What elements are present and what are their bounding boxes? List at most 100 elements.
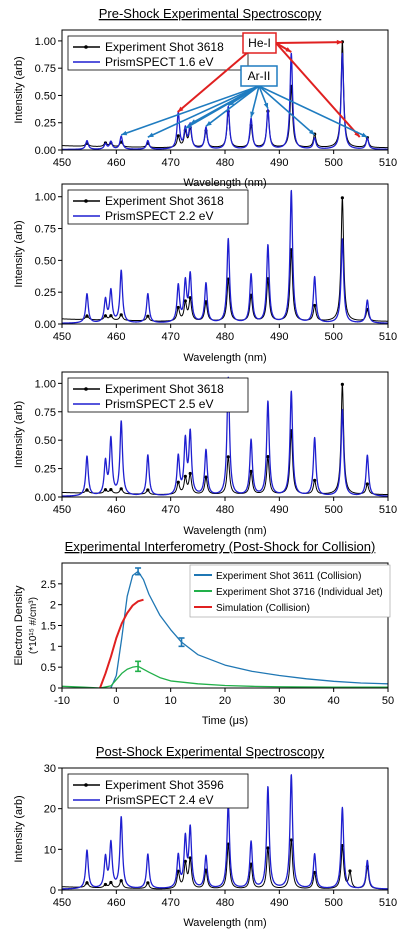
legend-label: Experiment Shot 3618 <box>105 194 224 208</box>
annotation-label: Ar-II <box>248 69 271 83</box>
data-point <box>119 879 123 883</box>
data-point <box>103 488 108 492</box>
annotation-arrowhead <box>361 132 368 138</box>
annotation-arrowhead <box>354 131 360 138</box>
y-axis-label: Intensity (arb) <box>13 220 25 287</box>
y-tick-label: 0.5 <box>41 662 56 674</box>
annotation-arrow <box>275 42 361 138</box>
y-tick-label: 1.00 <box>35 192 56 204</box>
data-point <box>313 870 317 875</box>
plot-frame <box>61 562 389 689</box>
x-tick-label: 480 <box>216 504 234 516</box>
x-tick-label: 450 <box>53 157 71 169</box>
x-tick-label: 510 <box>379 504 397 516</box>
x-tick-label: 510 <box>379 897 397 909</box>
y-tick-label: 0.50 <box>35 435 56 447</box>
series-line-3 <box>99 598 144 688</box>
annotation-arrow <box>227 85 260 107</box>
data-point <box>183 474 187 479</box>
annotation-label: He-I <box>248 36 271 50</box>
x-axis-label: Wavelength (nm) <box>183 525 266 537</box>
y-tick-label: 1.00 <box>35 36 56 48</box>
annotation-arrowhead <box>250 111 255 118</box>
series-line-2 <box>62 376 388 497</box>
y-tick-label: 0.75 <box>35 407 56 419</box>
plot-frame <box>61 767 389 891</box>
y-tick-label: 0.50 <box>35 255 56 267</box>
x-tick-label: 450 <box>53 897 71 909</box>
x-tick-label: -10 <box>54 695 70 707</box>
y-tick-label: 0.00 <box>35 145 56 157</box>
x-tick-label: 480 <box>216 157 234 169</box>
data-point <box>188 296 192 300</box>
legend-box <box>189 564 391 618</box>
data-point <box>188 856 192 860</box>
y-tick-label: 1.00 <box>35 378 56 390</box>
y-axis-label-units: (*10¹⁵ #/cm³) <box>28 597 39 654</box>
legend-label: Experiment Shot 3596 <box>105 778 224 792</box>
data-point <box>176 134 180 138</box>
annotation-arrow <box>177 52 248 113</box>
annotation-arrowhead <box>263 102 269 109</box>
y-tick-label: 1 <box>50 641 56 653</box>
y-axis-label: Electron Density <box>13 585 25 666</box>
data-point <box>266 455 270 459</box>
x-tick-label: 500 <box>324 504 342 516</box>
y-tick-label: 0.00 <box>35 492 56 504</box>
x-tick-label: 460 <box>107 157 125 169</box>
plot-area <box>62 189 388 324</box>
data-point <box>226 455 230 459</box>
legend-label: Experiment Shot 3618 <box>105 40 224 54</box>
annotation-box <box>240 65 278 87</box>
series-line-1 <box>110 570 388 688</box>
data-point <box>109 880 113 885</box>
annotation-arrowhead <box>177 106 184 112</box>
x-tick-label: 480 <box>216 331 234 343</box>
annotation-arrow <box>275 41 343 44</box>
chart-title: Experimental Interferometry (Post-Shock … <box>65 539 376 554</box>
plot-area <box>62 774 388 890</box>
legend-box <box>67 773 249 809</box>
data-point <box>176 869 180 873</box>
legend-label: Experiment Shot 3716 (Individual Jet) <box>216 587 383 598</box>
x-axis-label: Wavelength (nm) <box>183 917 266 929</box>
y-tick-label: 0 <box>50 683 56 695</box>
chart-panel-5: Post-Shock Experimental Spectroscopy 0 10 2… <box>13 744 397 929</box>
series-line-2 <box>62 189 388 324</box>
annotation-arrow <box>258 85 316 136</box>
x-axis-label: Wavelength (nm) <box>183 177 266 189</box>
legend-label: Experiment Shot 3611 (Collision) <box>216 571 361 582</box>
data-point <box>204 475 208 479</box>
x-tick-label: 490 <box>270 157 288 169</box>
x-tick-label: 30 <box>273 695 285 707</box>
annotation-box <box>242 32 277 54</box>
x-tick-label: 470 <box>161 331 179 343</box>
legend-label: PrismSPECT 2.5 eV <box>105 397 213 411</box>
y-axis-label: Intensity (arb) <box>13 795 25 862</box>
y-tick-label: 0 <box>50 885 56 897</box>
legend-label: Simulation (Collision) <box>216 603 310 614</box>
x-tick-label: 470 <box>161 897 179 909</box>
series-line-1 <box>62 197 388 322</box>
data-point <box>183 299 187 303</box>
y-tick-label: 10 <box>44 844 56 856</box>
data-point <box>348 869 352 873</box>
data-point <box>146 488 150 492</box>
data-point <box>85 314 89 318</box>
data-point <box>146 881 150 885</box>
plot-frame <box>61 371 389 498</box>
annotation-arrowhead <box>190 119 197 124</box>
legend-label: PrismSPECT 2.4 eV <box>105 793 213 807</box>
y-tick-label: 0.75 <box>35 224 56 236</box>
data-point <box>85 488 89 492</box>
annotation-arrowhead <box>228 100 235 106</box>
x-tick-label: 460 <box>107 897 125 909</box>
legend-marker <box>84 45 88 49</box>
x-tick-label: 490 <box>270 331 288 343</box>
x-tick-label: 510 <box>379 157 397 169</box>
data-point <box>146 314 150 318</box>
x-tick-label: 50 <box>382 695 394 707</box>
legend-label: PrismSPECT 2.2 eV <box>105 209 213 223</box>
x-tick-label: 450 <box>53 504 71 516</box>
